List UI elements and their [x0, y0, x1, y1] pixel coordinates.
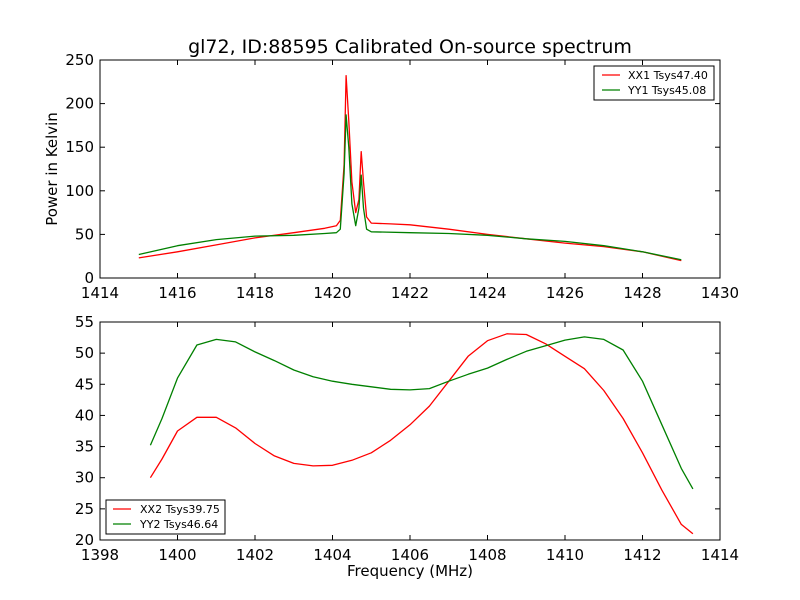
y-tick-label: 45: [75, 375, 94, 393]
x-tick-label: 1428: [623, 284, 661, 302]
bottom-legend: XX2 Tsys39.75 YY2 Tsys46.64: [105, 499, 226, 535]
x-tick-label: 1414: [701, 546, 739, 564]
bottom-ticks: 1398 1400 1402 1404 1406 1408 1410 1412 1414 20 25…: [75, 313, 739, 564]
x-tick-label: 1418: [236, 284, 274, 302]
y-tick-label: 30: [75, 469, 94, 487]
legend-label-xx1: XX1 Tsys47.40: [628, 69, 708, 82]
chart-title: gl72, ID:88595 Calibrated On-source spec…: [188, 36, 632, 58]
series-line-1-2: [138, 114, 682, 261]
y-tick-label: 250: [65, 51, 94, 69]
y-axis-label: Power in Kelvin: [43, 112, 61, 226]
y-tick-label: 20: [75, 531, 94, 549]
y-tick-label: 50: [75, 344, 94, 362]
y-tick-label: 55: [75, 313, 94, 331]
x-tick-label: 1414: [81, 284, 119, 302]
x-tick-label: 1416: [158, 284, 196, 302]
x-axis-label: Frequency (MHz): [347, 562, 473, 580]
top-legend-box: [593, 65, 715, 101]
legend-label-yy1: YY1 Tsys45.08: [627, 84, 706, 97]
top-panel: gl72, ID:88595 Calibrated On-source spec…: [43, 36, 739, 302]
series-line-2-1: [149, 333, 694, 535]
x-tick-label: 1426: [546, 284, 584, 302]
y-tick-label: 200: [65, 95, 94, 113]
x-tick-label: 1406: [391, 546, 429, 564]
bottom-panel: Frequency (MHz) 1398 1400 1402 1404 1406 1408…: [75, 313, 739, 580]
y-tick-label: 40: [75, 406, 94, 424]
x-tick-label: 1400: [158, 546, 196, 564]
y-tick-label: 0: [84, 269, 94, 287]
bottom-legend-box: [105, 499, 226, 535]
y-tick-label: 35: [75, 438, 94, 456]
y-tick-label: 25: [75, 500, 94, 518]
y-tick-label: 100: [65, 182, 94, 200]
x-tick-label: 1410: [546, 546, 584, 564]
top-series: [138, 75, 682, 262]
x-tick-label: 1422: [391, 284, 429, 302]
x-tick-label: 1404: [313, 546, 351, 564]
x-tick-label: 1430: [701, 284, 739, 302]
x-tick-label: 1424: [468, 284, 506, 302]
series-line-2-2: [149, 336, 694, 490]
y-tick-label: 150: [65, 138, 94, 156]
top-ticks: 1414 1416 1418 1420 1422 1424 1426 1428 1430 0 50 1…: [65, 51, 739, 302]
top-plot-frame: [99, 59, 721, 279]
bottom-plot-frame: [99, 321, 721, 541]
x-tick-label: 1412: [623, 546, 661, 564]
x-tick-label: 1408: [468, 546, 506, 564]
bottom-series: [149, 333, 694, 535]
x-tick-label: 1398: [81, 546, 119, 564]
y-tick-label: 50: [75, 225, 94, 243]
top-legend: XX1 Tsys47.40 YY1 Tsys45.08: [593, 65, 715, 101]
legend-label-xx2: XX2 Tsys39.75: [140, 503, 220, 516]
x-tick-label: 1420: [313, 284, 351, 302]
legend-label-yy2: YY2 Tsys46.64: [139, 518, 218, 531]
x-tick-label: 1402: [236, 546, 274, 564]
